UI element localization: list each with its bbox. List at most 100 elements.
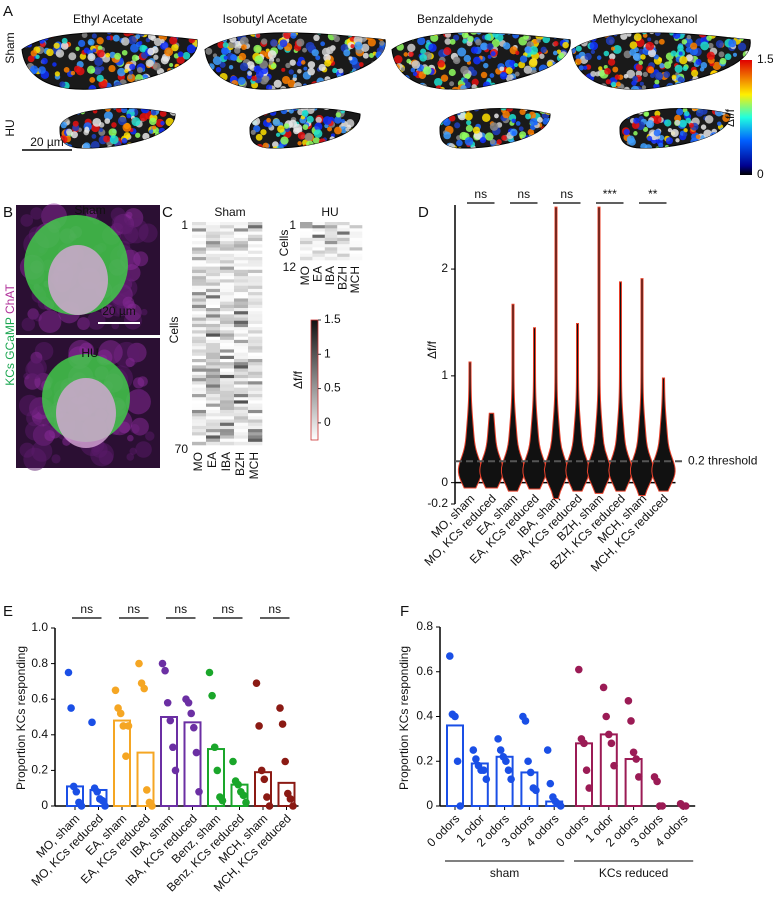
cell — [695, 109, 704, 117]
heatmap-cell — [192, 333, 207, 337]
cell — [228, 85, 235, 90]
heatmap-cell — [192, 244, 207, 248]
heatmap-cell — [206, 435, 221, 439]
cell — [228, 40, 236, 49]
cell — [131, 87, 136, 90]
cell — [482, 81, 491, 90]
cell — [392, 81, 396, 88]
cell — [229, 35, 237, 43]
heatmap-cell — [234, 237, 249, 242]
cell — [121, 137, 128, 144]
heatmap-cell — [234, 241, 249, 245]
cell — [154, 76, 162, 83]
cell — [642, 71, 648, 78]
data-point — [543, 746, 552, 754]
heatmap-cell — [206, 330, 221, 334]
heatmap-cell — [220, 400, 235, 404]
heatmap-cell — [234, 422, 249, 427]
cell — [459, 131, 468, 141]
heatmap-cell — [324, 241, 338, 245]
heatmap-cell — [192, 282, 207, 287]
data-point — [195, 787, 203, 796]
odor-label: MO — [298, 266, 312, 285]
cell — [93, 66, 102, 75]
heatmap-cell — [324, 247, 338, 251]
cell — [335, 144, 341, 148]
cell — [646, 120, 655, 129]
cell — [604, 86, 610, 90]
cell — [310, 88, 320, 90]
heatmap-cell — [234, 425, 249, 430]
heatmap-cell — [220, 292, 235, 296]
cell — [356, 85, 364, 90]
colorbar-tick-label: 0.5 — [324, 381, 341, 395]
heatmap-cell — [192, 371, 207, 376]
panel-letter: B — [3, 204, 13, 221]
data-point — [101, 802, 109, 810]
cell — [695, 79, 705, 89]
heatmap-cell — [220, 237, 235, 242]
heatmap-cell — [234, 314, 249, 318]
heatmap-cell — [220, 416, 235, 420]
cell — [218, 87, 226, 90]
cell — [163, 131, 172, 140]
cell — [240, 88, 249, 90]
heatmap-cell — [248, 308, 263, 312]
cell — [724, 89, 731, 90]
cell — [671, 74, 677, 80]
cell — [92, 48, 97, 53]
cell — [596, 55, 602, 60]
cell — [172, 32, 179, 37]
heatmap-cell — [192, 352, 207, 357]
heatmap-cell — [349, 225, 363, 229]
cell — [35, 54, 40, 59]
cell — [685, 54, 693, 62]
heatmap-cell — [324, 256, 338, 261]
data-point — [213, 766, 222, 775]
scale-bar-label: 20 µm — [102, 304, 136, 318]
cell — [38, 66, 46, 74]
bar — [113, 719, 131, 807]
stain-green: KCs GCaMP — [3, 317, 17, 386]
cell — [170, 80, 176, 86]
cell — [572, 74, 577, 82]
heatmap-cell — [220, 263, 235, 267]
heatmap-cell — [192, 378, 207, 382]
heatmap-cell — [220, 349, 235, 353]
cell — [109, 51, 116, 59]
cell — [623, 73, 629, 79]
cell — [425, 89, 432, 96]
heatmap-cell — [349, 237, 363, 242]
cell — [674, 114, 682, 122]
cell — [121, 108, 128, 114]
heatmap-cell — [248, 225, 263, 229]
cell — [641, 85, 647, 90]
heatmap-cell — [206, 400, 221, 404]
heatmap-cell — [220, 288, 235, 293]
heatmap-cell — [248, 343, 263, 347]
data-point — [504, 766, 513, 774]
odor-label: BZH — [233, 452, 247, 476]
cell — [709, 132, 719, 141]
heatmap-cell — [192, 358, 207, 363]
cell — [181, 80, 186, 85]
heatmap-cell — [312, 234, 326, 239]
heatmap-cell — [349, 256, 363, 261]
heatmap-cell — [234, 416, 249, 420]
cell — [362, 85, 369, 90]
cell — [562, 57, 568, 63]
cell — [354, 71, 359, 76]
heatmap-cell — [234, 295, 249, 299]
heatmap-cell — [220, 343, 235, 347]
cell — [678, 51, 683, 56]
cell — [186, 69, 194, 78]
cell — [452, 56, 461, 65]
cell — [127, 74, 133, 80]
cell — [464, 73, 471, 80]
cell — [90, 88, 100, 90]
heatmap-cell — [234, 381, 249, 385]
cell — [162, 132, 170, 139]
cell — [153, 38, 162, 47]
cell — [308, 32, 315, 34]
y-tick-label: 0.6 — [416, 664, 433, 678]
